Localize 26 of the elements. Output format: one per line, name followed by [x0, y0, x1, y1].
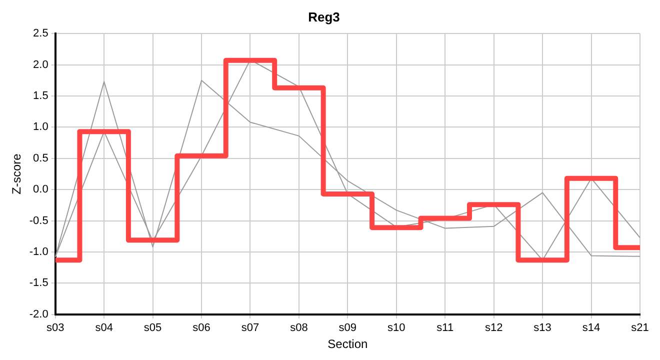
x-tick-label: s03 [46, 322, 64, 334]
y-tick-label: 2.5 [33, 28, 48, 40]
x-tick-label: s11 [436, 322, 454, 334]
x-tick-label: s08 [290, 322, 308, 334]
x-tick-label: s10 [388, 322, 406, 334]
x-tick-label: s12 [484, 322, 503, 334]
chart-title: Reg3 [308, 9, 340, 24]
y-tick-label: 1.5 [33, 90, 48, 102]
x-tick-label: s21 [631, 322, 649, 334]
y-tick-label: -0.5 [29, 214, 48, 227]
y-tick-label: 0.0 [33, 184, 48, 196]
x-tick-label: s05 [144, 322, 162, 334]
y-tick-label: -1.5 [29, 277, 48, 290]
y-tick-label: -2.0 [29, 308, 48, 320]
x-axis-title: Section [328, 337, 368, 352]
x-tick-label: s04 [95, 322, 113, 334]
y-tick-label: 2.0 [33, 58, 48, 71]
x-tick-label: s09 [338, 322, 357, 334]
y-tick-label: 1.0 [33, 121, 48, 134]
x-tick-label: s07 [241, 322, 260, 334]
x-tick-label: s14 [582, 322, 600, 334]
x-tick-label: s06 [192, 322, 210, 334]
y-axis-title: Z-score [10, 153, 24, 194]
y-tick-label: -1.0 [29, 246, 48, 258]
x-tick-label: s13 [534, 322, 552, 334]
y-tick-label: 0.5 [33, 152, 48, 164]
